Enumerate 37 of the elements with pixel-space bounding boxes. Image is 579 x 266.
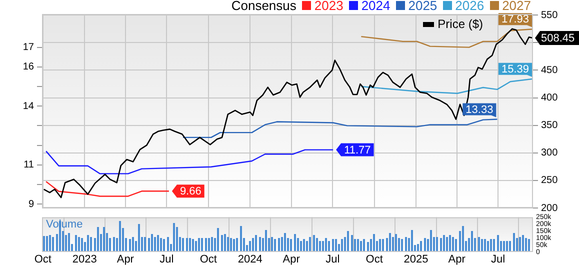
x-tick-label: Oct <box>200 254 217 266</box>
x-tick-label: Jul <box>491 254 506 266</box>
y2-tick-label: 450 <box>541 64 558 76</box>
x-tick-label: Apr <box>448 254 466 266</box>
y2-tick-label: 300 <box>541 148 558 159</box>
legend-label: 2023 <box>314 0 344 13</box>
y2-tick-label: 550 <box>541 10 558 21</box>
y-tick-label: 17 <box>22 42 34 54</box>
x-tick-label: Jul <box>160 254 174 266</box>
legend-label: 2025 <box>408 0 438 13</box>
legend-label: 2027 <box>502 0 531 13</box>
x-tick-label: Oct <box>34 254 52 266</box>
x-tick-label: Apr <box>282 254 300 266</box>
y2-tick-label: 350 <box>541 120 558 132</box>
legend-label: 2026 <box>455 0 484 13</box>
x-tick-label: 2024 <box>238 254 262 266</box>
data-label: 15.39 <box>501 63 530 76</box>
data-label: 17.93 <box>501 14 530 26</box>
data-label: 11.77 <box>344 144 371 156</box>
y2-tick-label: 250 <box>541 175 558 186</box>
data-label: 9.66 <box>180 186 202 198</box>
y2-tick-label: 400 <box>541 92 558 104</box>
legend-title: Consensus <box>231 0 296 13</box>
x-tick-label: Jul <box>326 254 340 266</box>
x-tick-label: Oct <box>366 254 383 266</box>
x-tick-label: Apr <box>116 254 134 266</box>
legend-label: 2024 <box>361 0 390 13</box>
y-tick-label: 16 <box>22 62 34 73</box>
y-tick-label: 11 <box>24 160 34 171</box>
y-tick-label: 14 <box>22 100 34 112</box>
x-tick-label: 2023 <box>72 254 97 266</box>
x-tick-label: 2025 <box>404 254 428 266</box>
legend-label: Price ($) <box>438 17 483 31</box>
data-label: 13.33 <box>466 104 494 116</box>
y2-tick-label: 200 <box>541 202 558 214</box>
y-tick-label: 9 <box>28 198 34 210</box>
data-label: 508.45 <box>541 32 575 45</box>
